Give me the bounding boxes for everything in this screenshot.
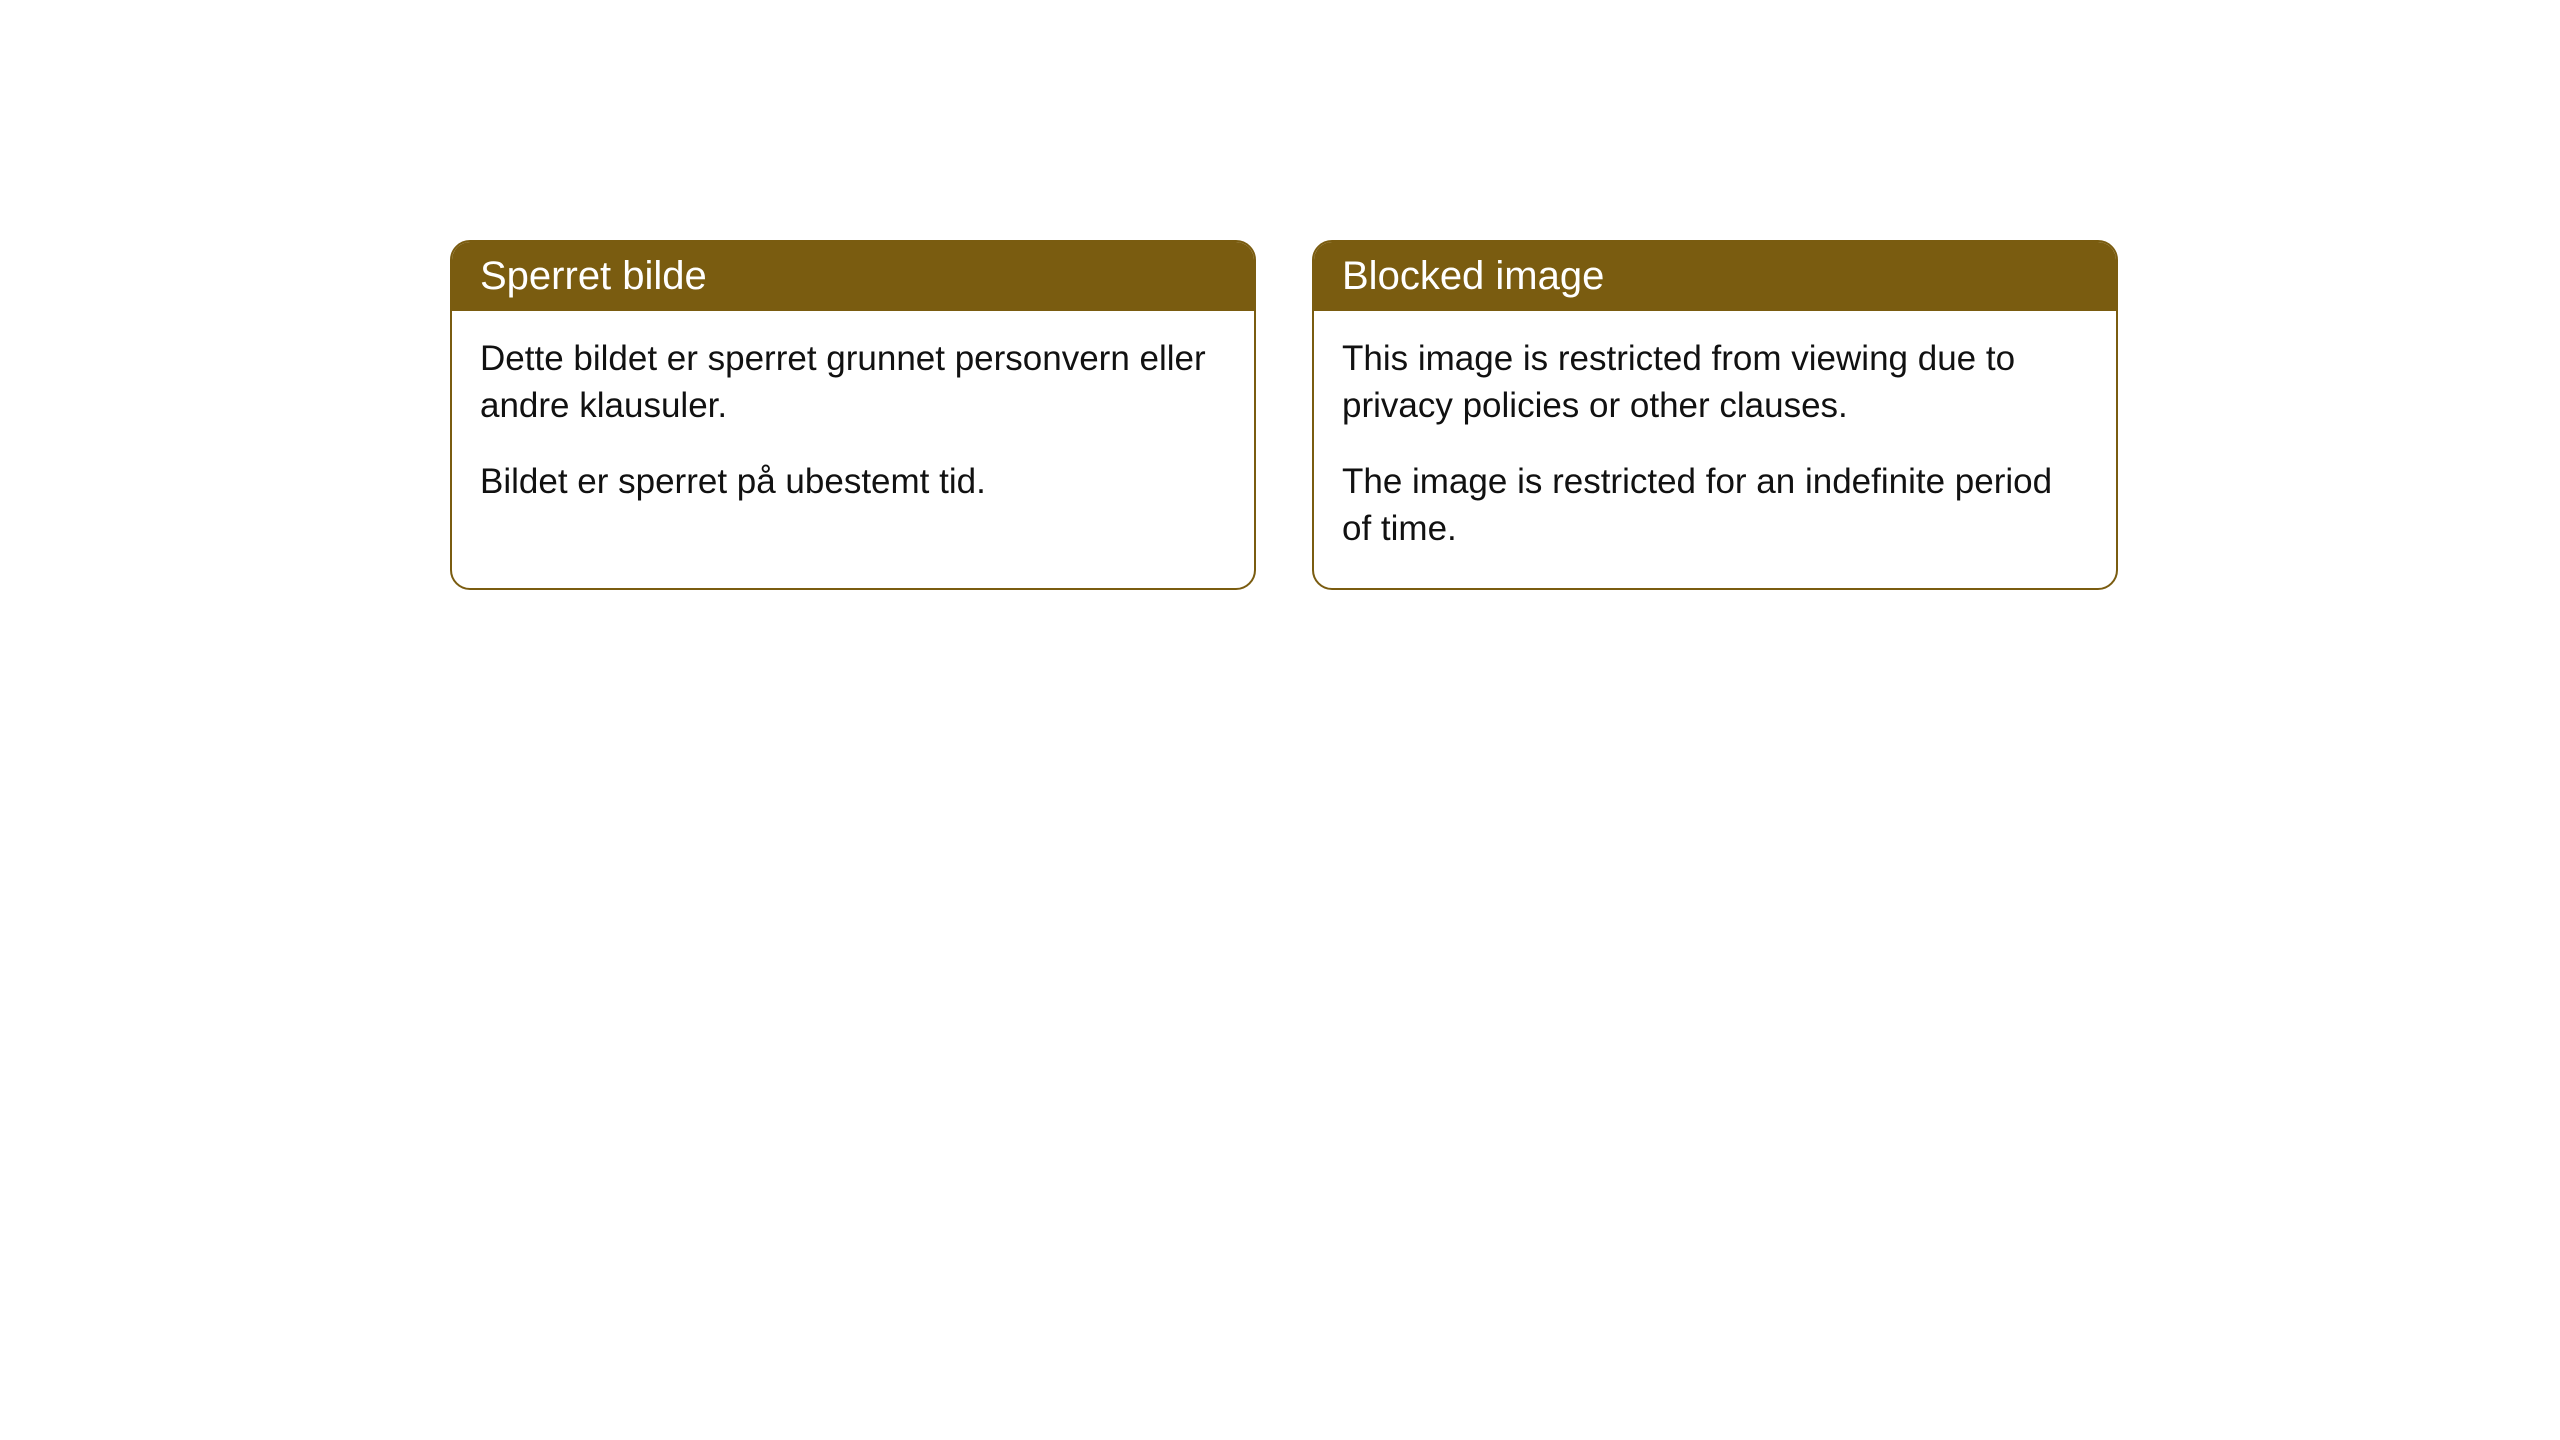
card-text-2: Bildet er sperret på ubestemt tid. xyxy=(480,458,1226,505)
card-text-2: The image is restricted for an indefinit… xyxy=(1342,458,2088,553)
card-body-en: This image is restricted from viewing du… xyxy=(1314,311,2116,588)
card-title: Blocked image xyxy=(1342,254,1604,298)
card-title: Sperret bilde xyxy=(480,254,707,298)
blocked-image-card-no: Sperret bilde Dette bildet er sperret gr… xyxy=(450,240,1256,590)
card-text-1: Dette bildet er sperret grunnet personve… xyxy=(480,335,1226,430)
card-header-no: Sperret bilde xyxy=(452,242,1254,311)
card-body-no: Dette bildet er sperret grunnet personve… xyxy=(452,311,1254,541)
card-header-en: Blocked image xyxy=(1314,242,2116,311)
card-text-1: This image is restricted from viewing du… xyxy=(1342,335,2088,430)
cards-container: Sperret bilde Dette bildet er sperret gr… xyxy=(450,240,2118,590)
blocked-image-card-en: Blocked image This image is restricted f… xyxy=(1312,240,2118,590)
